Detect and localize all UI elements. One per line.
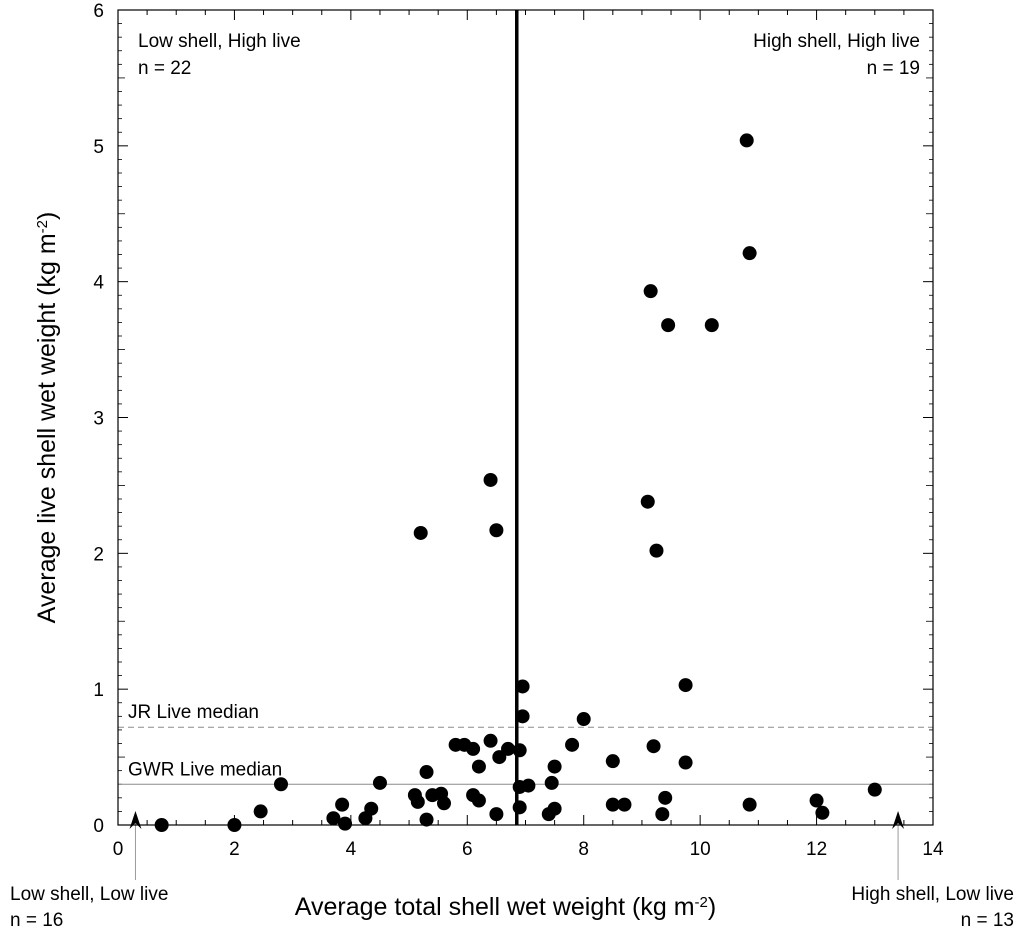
y-tick-label: 5 <box>93 137 104 158</box>
y-axis-title-end: ) <box>33 212 61 220</box>
y-tick-label: 3 <box>93 409 104 430</box>
data-point <box>466 741 481 756</box>
x-tick-label: 8 <box>578 839 589 860</box>
data-point <box>547 801 562 816</box>
data-point <box>742 246 757 261</box>
data-point <box>867 782 882 797</box>
x-axis-title-main: Average total shell wet weight (kg m <box>295 893 695 921</box>
data-point <box>617 797 632 812</box>
y-tick-label: 4 <box>93 273 104 294</box>
data-point <box>410 794 425 809</box>
quadrant-bottom-left-title: Low shell, Low live <box>10 884 168 905</box>
data-point <box>640 494 655 509</box>
x-tick-label: 6 <box>462 839 473 860</box>
data-point <box>483 472 498 487</box>
y-tick-label: 1 <box>93 680 104 701</box>
data-point <box>512 743 527 758</box>
data-point <box>547 759 562 774</box>
data-point <box>643 284 658 299</box>
quadrant-bottom-right-count: n = 13 <box>961 910 1014 931</box>
quadrant-top-right-count: n = 19 <box>867 58 920 79</box>
data-point <box>274 777 288 792</box>
y-tick-label: 2 <box>93 544 104 565</box>
x-tick-label: 10 <box>690 839 711 860</box>
data-point <box>512 800 527 815</box>
data-point <box>649 543 664 558</box>
data-point <box>338 816 353 831</box>
data-point <box>489 807 504 822</box>
data-point <box>521 778 536 793</box>
data-point <box>253 804 268 819</box>
x-tick-label: 2 <box>229 839 240 860</box>
data-point <box>326 811 341 826</box>
plot-frame <box>117 9 934 826</box>
data-point <box>605 754 620 769</box>
x-axis-title: Average total shell wet weight (kg m-2) <box>295 893 716 921</box>
quadrant-top-left-count: n = 22 <box>138 58 191 79</box>
data-point <box>372 775 387 790</box>
data-point <box>678 678 693 693</box>
data-point <box>742 797 757 812</box>
jr-live-median-label: JR Live median <box>128 702 259 723</box>
x-axis-title-end: ) <box>708 893 716 921</box>
x-axis-title-sup: -2 <box>695 894 708 911</box>
y-tick-label: 0 <box>93 816 104 837</box>
data-point <box>515 679 530 694</box>
quadrant-bottom-left-count: n = 16 <box>10 910 63 931</box>
data-point <box>419 812 434 827</box>
data-point <box>515 709 530 724</box>
data-point <box>489 523 504 538</box>
y-axis-title-sup: -2 <box>34 220 51 233</box>
data-point <box>419 765 434 780</box>
data-point <box>483 733 498 748</box>
data-point <box>565 737 580 752</box>
data-point <box>437 796 451 811</box>
data-point <box>678 755 693 770</box>
data-point <box>501 741 516 756</box>
data-point <box>364 801 379 816</box>
y-axis-title-main: Average live shell wet weight (kg m <box>33 233 61 623</box>
x-tick-label: 0 <box>113 839 124 860</box>
data-point <box>335 797 350 812</box>
data-point <box>413 525 428 540</box>
data-point <box>815 805 830 820</box>
data-point <box>655 807 670 822</box>
data-point <box>471 759 486 774</box>
data-point <box>646 739 661 754</box>
quadrant-top-right-title: High shell, High live <box>753 31 920 52</box>
x-tick-label: 12 <box>806 839 827 860</box>
data-point <box>544 775 559 790</box>
data-point <box>605 797 620 812</box>
gwr-live-median-label: GWR Live median <box>128 759 282 780</box>
data-point <box>704 318 719 333</box>
x-tick-label: 14 <box>922 839 944 860</box>
data-point <box>809 793 824 808</box>
quadrant-top-left-title: Low shell, High live <box>138 31 301 52</box>
x-tick-label: 4 <box>346 839 357 860</box>
data-point <box>658 790 673 805</box>
y-tick-label: 6 <box>93 1 104 22</box>
data-point <box>576 712 591 727</box>
data-point <box>739 133 754 148</box>
data-point <box>471 793 486 808</box>
data-point <box>661 318 676 333</box>
y-axis-title: Average live shell wet weight (kg m-2) <box>33 212 61 624</box>
quadrant-bottom-right-title: High shell, Low live <box>851 884 1014 905</box>
